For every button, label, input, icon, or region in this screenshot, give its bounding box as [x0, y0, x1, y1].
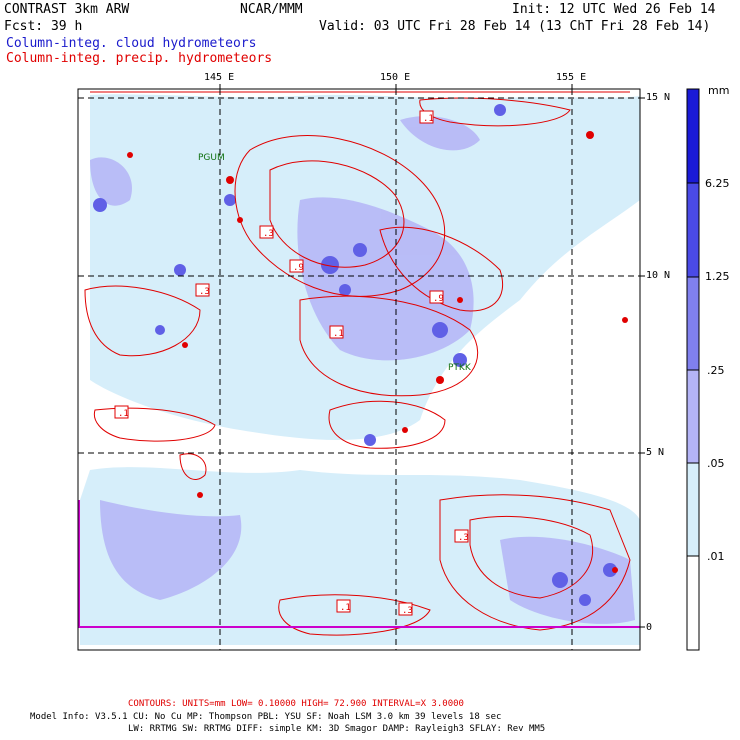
valid-time: Valid: 03 UTC Fri 28 Feb 14 (13 ChT Fri …	[319, 19, 711, 34]
colorbar-bin	[686, 276, 700, 371]
contour-label-boxes: .1 .3 .9 .1 .3 .9 .1 .3 .1 .3	[114, 110, 469, 616]
lon-label-155: 155 E	[556, 72, 587, 83]
svg-text:.3: .3	[458, 533, 469, 543]
svg-text:.1: .1	[423, 114, 434, 124]
colorbar-level: 1.25	[705, 270, 730, 283]
contour-label: .1	[329, 325, 344, 339]
svg-text:.3: .3	[199, 287, 210, 297]
hydrometeor-field: .1 .3 .9 .1 .3 .9 .1 .3 .1 .3 PGUM PTKK	[78, 89, 640, 650]
colorbar	[686, 88, 700, 651]
lat-label-0: 0	[646, 622, 653, 633]
colorbar-level: .01	[707, 550, 725, 563]
lon-label-150: 150 E	[380, 72, 411, 83]
station-label: PGUM	[198, 153, 225, 163]
contour-label: .3	[398, 602, 413, 616]
svg-text:.9: .9	[293, 263, 304, 273]
colorbar-bin	[686, 369, 700, 464]
axis-ticks	[219, 84, 645, 628]
contour-label: .9	[429, 290, 444, 304]
lat-label-5n: 5 N	[646, 447, 665, 458]
institution-label: NCAR/MMM	[240, 2, 303, 17]
colorbar-unit: mm	[708, 84, 730, 97]
colorbar-bin	[686, 88, 700, 184]
model-info-line2: LW: RRTMG SW: RRTMG DIFF: simple KM: 3D …	[128, 724, 546, 734]
colorbar-bin	[686, 462, 700, 557]
colorbar-level: .05	[707, 457, 725, 470]
field-cloud-label: Column-integ. cloud hydrometeors	[6, 36, 257, 51]
coastline	[78, 500, 640, 628]
init-time: Init: 12 UTC Wed 26 Feb 14	[512, 2, 716, 17]
model-title: CONTRAST 3km ARW	[4, 2, 130, 17]
colorbar-level: 6.25	[705, 177, 730, 190]
svg-text:.9: .9	[433, 294, 444, 304]
svg-text:.1: .1	[118, 409, 129, 419]
map-frame	[77, 88, 641, 651]
contour-info: CONTOURS: UNITS=mm LOW= 0.10000 HIGH= 72…	[128, 699, 464, 709]
field-precip-label: Column-integ. precip. hydrometeors	[6, 51, 273, 66]
lat-lon-grid	[78, 89, 640, 650]
contour-label: .1	[336, 599, 351, 613]
contour-label: .3	[454, 529, 469, 543]
svg-text:.3: .3	[402, 606, 413, 616]
lat-label-10n: 10 N	[646, 270, 671, 281]
svg-text:.1: .1	[333, 329, 344, 339]
colorbar-bin	[686, 555, 700, 651]
lon-label-145: 145 E	[204, 72, 235, 83]
precip-contours	[84, 91, 631, 636]
cloud-shading-heavy	[93, 104, 617, 606]
contour-label: .1	[114, 405, 129, 419]
forecast-hour: Fcst: 39 h	[4, 19, 83, 34]
colorbar-level: .25	[707, 364, 725, 377]
station-label: PTKK	[448, 363, 472, 373]
lat-label-15n: 15 N	[646, 92, 671, 103]
svg-text:.3: .3	[263, 229, 274, 239]
contour-label: .9	[289, 259, 304, 273]
svg-text:.1: .1	[340, 603, 351, 613]
model-info-line1: Model Info: V3.5.1 CU: No Cu MP: Thompso…	[30, 712, 502, 722]
colorbar-bin	[686, 182, 700, 278]
contour-label: .1	[419, 110, 434, 124]
contour-label: .3	[195, 283, 210, 297]
contour-label: .3	[259, 225, 274, 239]
